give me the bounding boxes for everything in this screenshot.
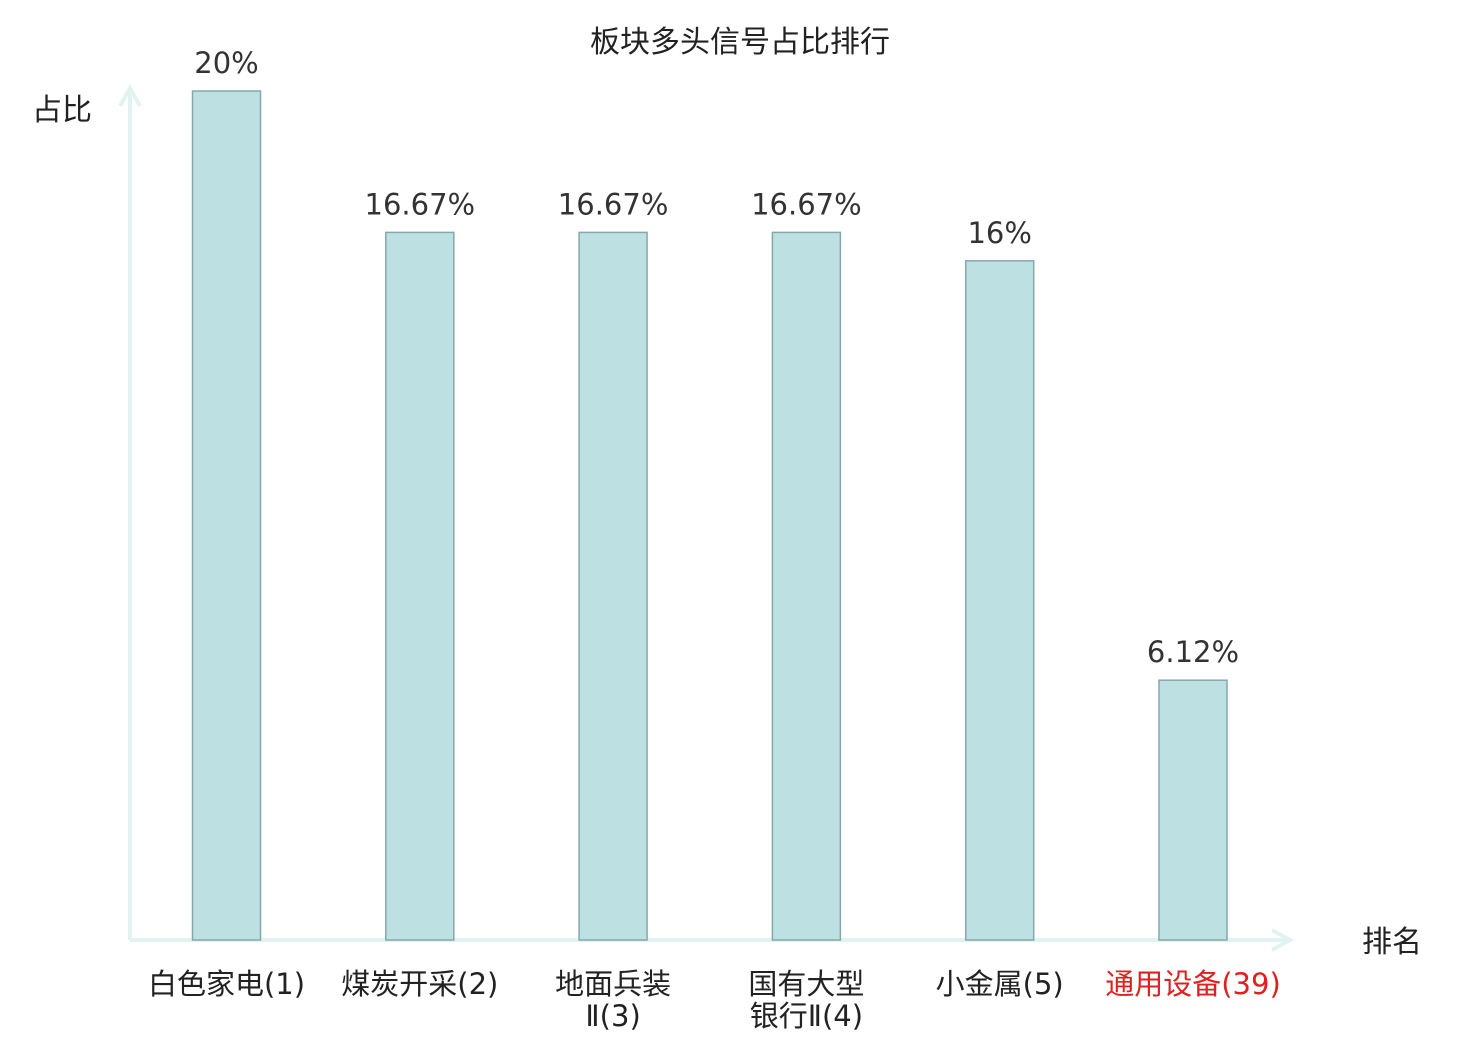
bar [771, 231, 842, 941]
x-axis-arrow [1271, 928, 1295, 952]
bar-value-label: 16% [967, 216, 1031, 250]
bar-value-label: 16.67% [558, 187, 669, 221]
bar [1158, 679, 1228, 941]
category-label: 地面兵装 Ⅱ(3) [555, 967, 671, 1033]
value-labels: 20% 16.67% 16.67% 16.67% 16% 6.12% [194, 46, 1239, 669]
category-label: 白色家电(1) [148, 967, 305, 1001]
bars [191, 90, 1228, 941]
bar-value-label: 16.67% [365, 187, 476, 221]
y-axis-label: 占比 [32, 93, 92, 128]
bar-value-label: 6.12% [1147, 635, 1239, 669]
axes [118, 83, 1295, 952]
x-axis-label: 排名 [1362, 925, 1422, 960]
chart-title: 板块多头信号占比排行 [590, 25, 890, 60]
category-label: 国有大型银行Ⅱ(4) [748, 967, 864, 1033]
category-label: 小金属(5) [936, 967, 1064, 1001]
bar-value-label: 16.67% [751, 187, 862, 221]
category-label: 煤炭开采(2) [341, 967, 498, 1001]
bar-value-label: 20% [194, 46, 258, 80]
category-label-highlight: 通用设备(39) [1105, 967, 1281, 1001]
category-labels: 白色家电(1) 煤炭开采(2) 地面兵装 Ⅱ(3) 国有大型银行Ⅱ(4) 小金属(5) 通用… [148, 967, 1281, 1033]
bar [385, 231, 455, 941]
y-axis-arrow [118, 83, 142, 107]
bar [578, 231, 648, 941]
bar [191, 90, 262, 941]
bar [964, 260, 1035, 941]
